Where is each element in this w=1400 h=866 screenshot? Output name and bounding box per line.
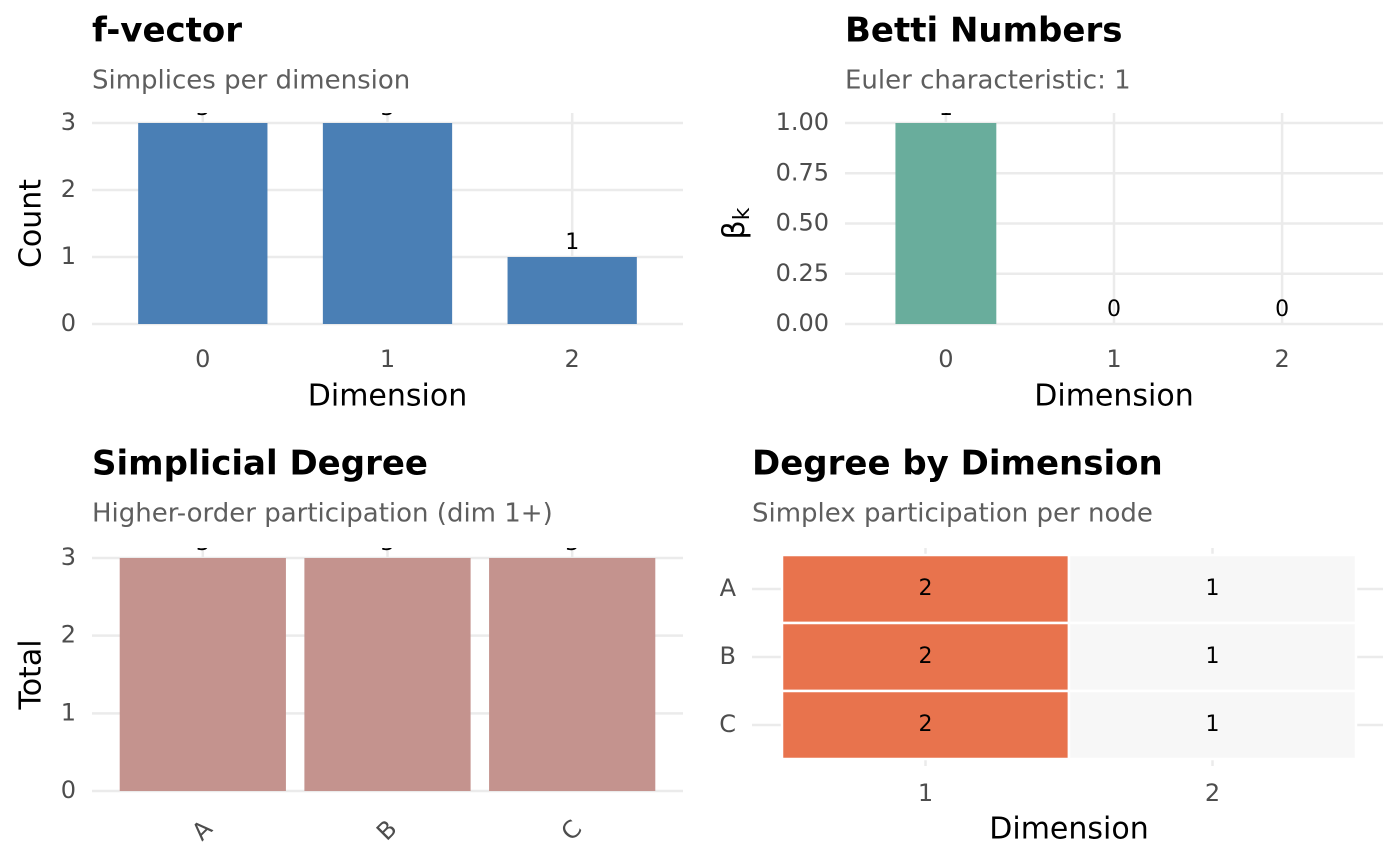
bar bbox=[119, 558, 286, 791]
y-tick-label: C bbox=[719, 710, 736, 738]
y-axis-title: Total bbox=[14, 639, 49, 710]
heat-cell bbox=[1067, 553, 1358, 625]
y-tick-label: 0.50 bbox=[776, 209, 829, 237]
data-label: 1 bbox=[1206, 712, 1220, 737]
data-label: 3 bbox=[381, 531, 395, 556]
heat-cell bbox=[1067, 689, 1358, 761]
y-tick-label: B bbox=[720, 642, 736, 670]
x-axis-title: Dimension bbox=[989, 812, 1148, 847]
x-tick-label: 1 bbox=[918, 779, 933, 807]
x-tick-label: C bbox=[556, 814, 588, 846]
heat-cell bbox=[780, 621, 1071, 693]
data-label: 3 bbox=[196, 531, 210, 556]
bar bbox=[507, 257, 637, 324]
data-label: 1 bbox=[939, 96, 953, 121]
y-axis-title: βk bbox=[717, 207, 756, 239]
chart-title: Simplicial Degree bbox=[92, 444, 428, 484]
x-tick-label: 0 bbox=[938, 345, 953, 373]
y-tick-label: 0 bbox=[61, 309, 76, 337]
x-tick-label: 2 bbox=[1274, 345, 1289, 373]
x-tick-label: 2 bbox=[1205, 779, 1220, 807]
panel: f-vector Simplices per dimension 0 1 2 3 3 0 3 1 1… bbox=[14, 11, 683, 414]
y-tick-label: 2 bbox=[61, 621, 76, 649]
chart-title: Degree by Dimension bbox=[752, 444, 1163, 484]
y-tick-label: 3 bbox=[61, 108, 76, 136]
data-label: 3 bbox=[565, 531, 579, 556]
chart-subtitle: Simplex participation per node bbox=[752, 499, 1153, 529]
data-label: 0 bbox=[1107, 297, 1121, 322]
y-tick-label: A bbox=[720, 574, 737, 602]
x-tick-label: A bbox=[186, 814, 218, 846]
chart-subtitle: Euler characteristic: 1 bbox=[845, 66, 1131, 96]
y-axis-title-part: k bbox=[730, 207, 755, 220]
x-tick-label: 0 bbox=[195, 345, 210, 373]
data-label: 1 bbox=[1206, 576, 1220, 601]
y-tick-label: 2 bbox=[61, 175, 76, 203]
x-axis-title: Dimension bbox=[1034, 379, 1193, 414]
data-label: 3 bbox=[381, 96, 395, 121]
panel: Betti Numbers Euler characteristic: 1 0.00… bbox=[717, 11, 1383, 414]
chart-title: f-vector bbox=[92, 11, 242, 51]
y-tick-label: 1 bbox=[61, 242, 76, 270]
data-label: 2 bbox=[919, 644, 933, 669]
y-axis-title: Count bbox=[14, 179, 49, 268]
x-tick-label: 2 bbox=[565, 345, 580, 373]
data-label: 3 bbox=[196, 96, 210, 121]
x-tick-label: B bbox=[371, 815, 402, 846]
y-tick-label: 0.25 bbox=[776, 259, 829, 287]
panel: Degree by Dimension Simplex participation… bbox=[719, 444, 1383, 847]
panel: Simplicial Degree Higher-order participat… bbox=[14, 444, 683, 846]
y-tick-label: 1 bbox=[61, 698, 76, 726]
x-axis-title: Dimension bbox=[308, 379, 467, 414]
data-label: 2 bbox=[919, 712, 933, 737]
heat-cell bbox=[1067, 621, 1358, 693]
bar bbox=[489, 558, 656, 791]
bar bbox=[895, 123, 997, 324]
chart-subtitle: Simplices per dimension bbox=[92, 66, 410, 96]
y-tick-label: 0 bbox=[61, 776, 76, 804]
y-axis-title-part: β bbox=[717, 220, 752, 239]
chart-subtitle: Higher-order participation (dim 1+) bbox=[92, 499, 553, 529]
x-tick-label: 1 bbox=[1106, 345, 1121, 373]
bar bbox=[138, 123, 268, 324]
chart-title: Betti Numbers bbox=[845, 11, 1122, 51]
x-tick-label: 1 bbox=[380, 345, 395, 373]
y-tick-label: 0.75 bbox=[776, 158, 829, 186]
y-tick-label: 1.00 bbox=[776, 108, 829, 136]
bar bbox=[304, 558, 471, 791]
data-label: 1 bbox=[1206, 644, 1220, 669]
data-label: 0 bbox=[1275, 297, 1289, 322]
heat-cell bbox=[780, 689, 1071, 761]
data-label: 1 bbox=[565, 230, 579, 255]
bar bbox=[322, 123, 453, 324]
y-tick-label: 0.00 bbox=[776, 309, 829, 337]
data-label: 2 bbox=[919, 576, 933, 601]
y-tick-label: 3 bbox=[61, 543, 76, 571]
